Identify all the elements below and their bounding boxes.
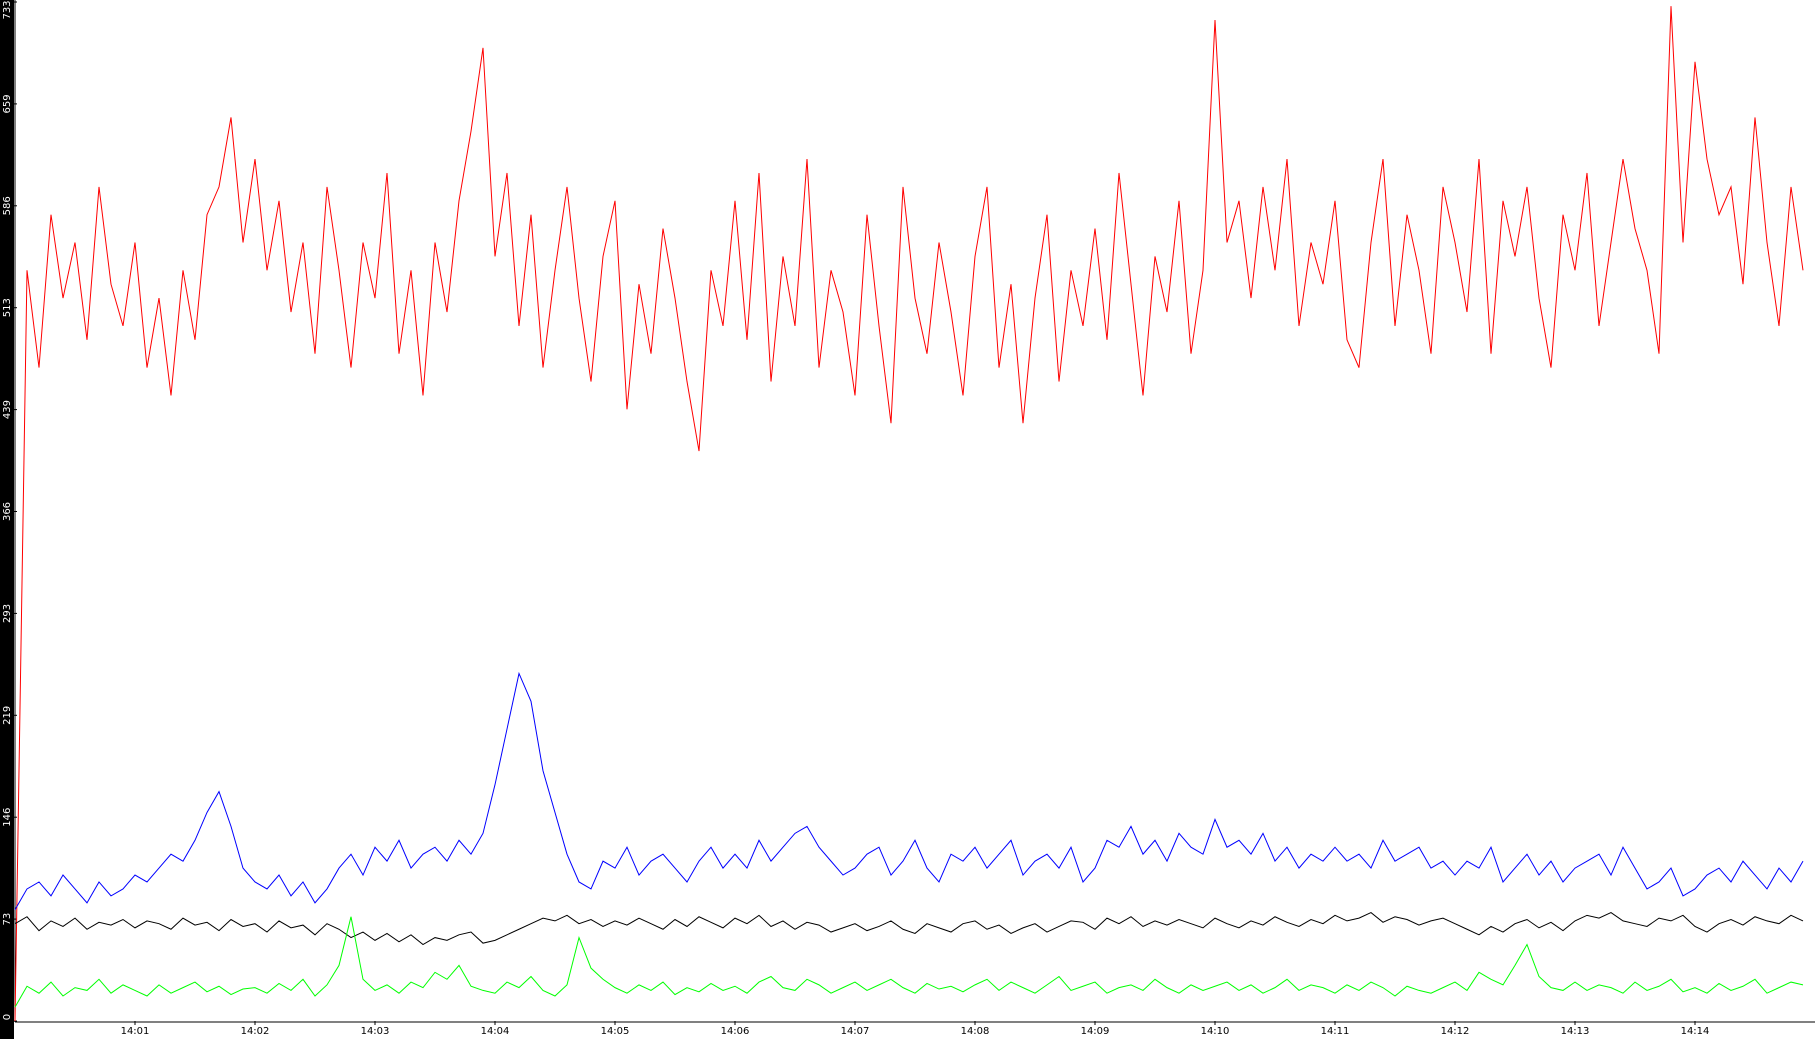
y-axis-strip <box>0 0 14 1039</box>
y-tick-label: 219 <box>2 706 13 725</box>
x-tick-label: 14:04 <box>481 1026 510 1037</box>
y-tick-label: 586 <box>2 196 13 215</box>
y-tick-label: 659 <box>2 94 13 113</box>
x-tick-label: 14:06 <box>721 1026 750 1037</box>
series-line <box>14 911 1804 946</box>
x-tick-label: 14:01 <box>121 1026 150 1037</box>
y-tick-label: 0 <box>2 1014 13 1020</box>
x-tick-label: 14:02 <box>241 1026 270 1037</box>
x-tick-label: 14:05 <box>601 1026 630 1037</box>
y-tick-label: 146 <box>2 808 13 827</box>
y-tick-label: 366 <box>2 502 13 521</box>
x-tick-label: 14:14 <box>1681 1026 1710 1037</box>
y-tick-label: 733 <box>2 0 13 19</box>
y-tick-label: 513 <box>2 298 13 317</box>
y-tick-label: 439 <box>2 400 13 419</box>
x-tick-label: 14:13 <box>1561 1026 1590 1037</box>
x-tick-label: 14:10 <box>1201 1026 1230 1037</box>
x-tick-label: 14:07 <box>841 1026 870 1037</box>
x-tick-label: 14:12 <box>1441 1026 1470 1037</box>
y-tick-label: 73 <box>2 913 13 926</box>
y-tick-label: 293 <box>2 604 13 623</box>
series-line <box>14 671 1804 911</box>
x-tick-label: 14:03 <box>361 1026 390 1037</box>
series-line <box>14 916 1804 1008</box>
x-tick-label: 14:11 <box>1321 1026 1350 1037</box>
x-tick-label: 14:09 <box>1081 1026 1110 1037</box>
x-tick-label: 14:08 <box>961 1026 990 1037</box>
series-line <box>14 6 1804 1022</box>
